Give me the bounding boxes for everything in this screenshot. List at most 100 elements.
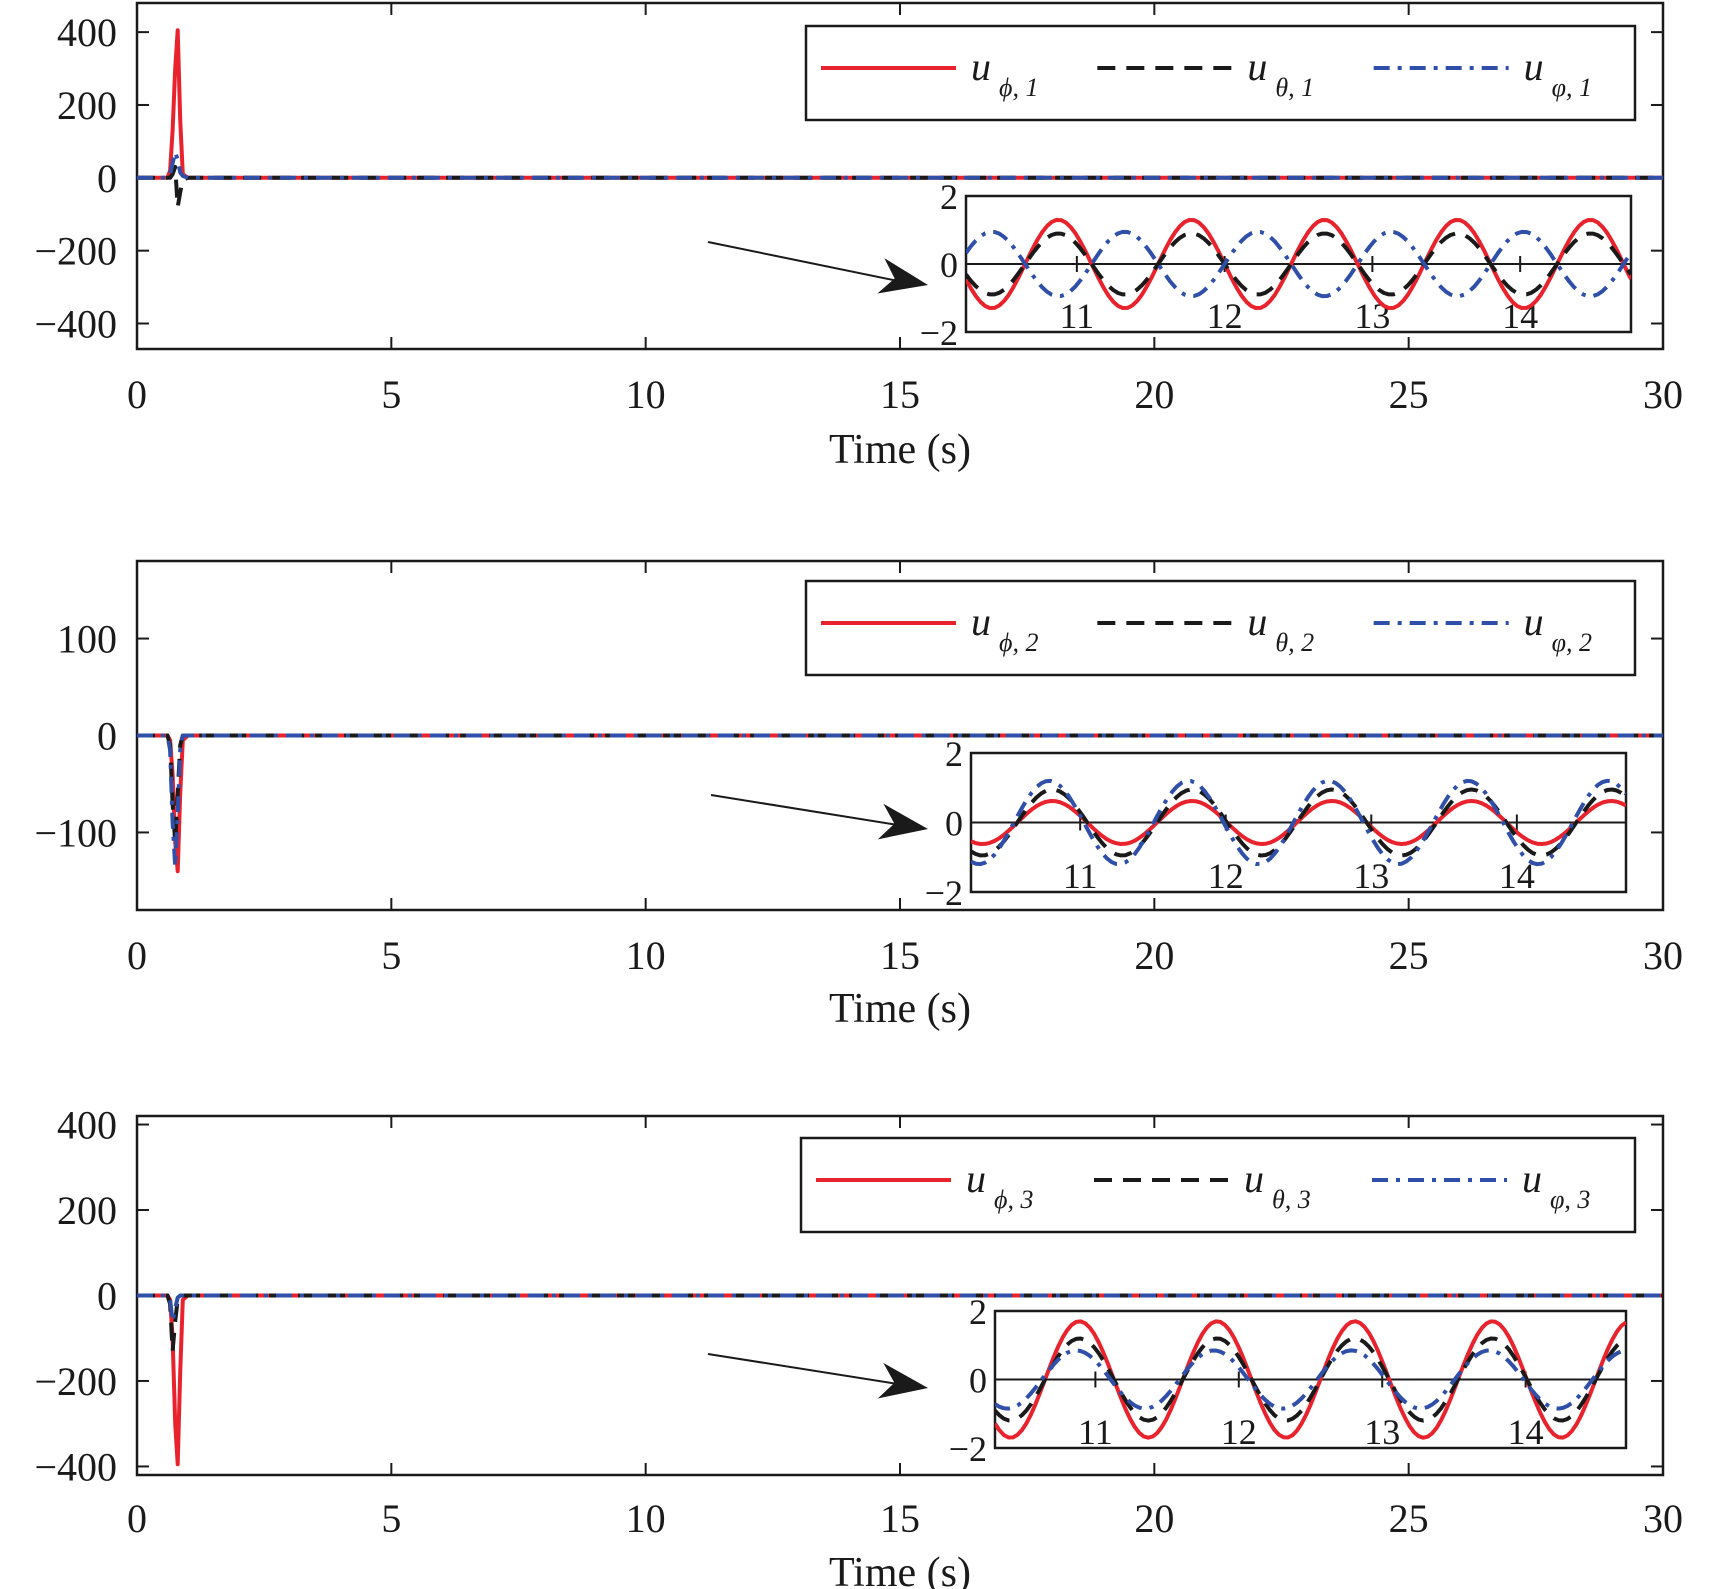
- series-line-3: [137, 1293, 1663, 1324]
- x-tick-label: 25: [1389, 933, 1429, 978]
- series-line-3: [137, 733, 1663, 869]
- y-tick-label: 0: [97, 714, 117, 759]
- inset-y-tick-label: −2: [920, 313, 958, 353]
- x-tick-label: 20: [1134, 933, 1174, 978]
- inset-x-tick-label: 12: [1221, 1412, 1257, 1452]
- x-axis-label: Time (s): [829, 986, 971, 1032]
- legend-label-1: u: [971, 44, 991, 89]
- series-line-3: [137, 150, 1663, 180]
- x-tick-label: 30: [1643, 1496, 1683, 1541]
- series-group: [137, 733, 1663, 874]
- inset-y-tick-label: 0: [940, 245, 958, 285]
- inset-y-tick-label: 2: [969, 1292, 987, 1332]
- y-tick-label: 400: [57, 1103, 117, 1148]
- x-tick-label: 15: [880, 372, 920, 417]
- y-tick-label: 400: [57, 10, 117, 55]
- legend-label-1: u: [966, 1156, 986, 1201]
- inset-series-line-3: [971, 778, 1626, 867]
- inset-x-tick-label: 13: [1353, 856, 1389, 896]
- x-axis-label: Time (s): [829, 1550, 971, 1589]
- legend-box: [799, 1136, 1637, 1234]
- inset-x-tick-label: 14: [1508, 1412, 1544, 1452]
- inset-x-tick-label: 12: [1208, 856, 1244, 896]
- series-group: [137, 1293, 1663, 1467]
- inset-series-line-2: [966, 231, 1631, 297]
- x-tick-label: 30: [1643, 372, 1683, 417]
- legend: u ϕ, 2 u θ, 2 u φ, 2: [804, 579, 1637, 677]
- legend-box: [804, 24, 1637, 122]
- x-tick-label: 10: [626, 933, 666, 978]
- x-tick-label: 20: [1134, 372, 1174, 417]
- x-tick-label: 5: [381, 372, 401, 417]
- inset-series-group: [966, 218, 1631, 310]
- inset-x-tick-label: 12: [1207, 296, 1243, 336]
- inset-series-group: [995, 1319, 1626, 1440]
- legend-label-2: u: [1247, 599, 1267, 644]
- zoom-arrow-head: [877, 1362, 928, 1399]
- inset-y-tick-label: 2: [945, 734, 963, 774]
- zoom-arrow-line: [710, 794, 899, 826]
- y-tick-label: 200: [57, 1188, 117, 1233]
- x-tick-label: 15: [880, 1496, 920, 1541]
- x-tick-label: 5: [381, 1496, 401, 1541]
- x-tick-label: 15: [880, 933, 920, 978]
- x-tick-label: 5: [381, 933, 401, 978]
- legend-subscript-2: θ, 2: [1275, 628, 1314, 657]
- legend-label-2: u: [1247, 44, 1267, 89]
- legend-subscript-2: θ, 3: [1272, 1185, 1311, 1214]
- x-tick-label: 20: [1134, 1496, 1174, 1541]
- legend-subscript-1: ϕ, 1: [999, 73, 1038, 102]
- inset-y-tick-label: −2: [925, 873, 963, 913]
- inset-series-line-2: [995, 1336, 1626, 1423]
- zoom-arrow-line: [707, 1353, 899, 1385]
- x-tick-label: 10: [626, 1496, 666, 1541]
- inset-series-line-3: [995, 1348, 1626, 1411]
- y-tick-label: −200: [34, 1359, 117, 1404]
- legend: u ϕ, 1 u θ, 1 u φ, 1: [804, 24, 1637, 122]
- legend-subscript-1: ϕ, 2: [999, 628, 1038, 657]
- y-tick-label: 0: [97, 156, 117, 201]
- legend-label-3: u: [1522, 1156, 1542, 1201]
- x-tick-label: 25: [1389, 372, 1429, 417]
- inset: 20−2 11 12 13 14: [925, 734, 1628, 913]
- inset: 20−2 11 12 13 14: [920, 177, 1633, 353]
- inset-x-tick-label: 13: [1354, 296, 1390, 336]
- x-tick-label: 30: [1643, 933, 1683, 978]
- inset-y-tick-label: −2: [949, 1429, 987, 1469]
- zoom-arrow-head: [877, 258, 928, 294]
- legend-label-2: u: [1244, 1156, 1264, 1201]
- zoom-arrow-head: [877, 803, 928, 840]
- y-tick-label: 0: [97, 1274, 117, 1319]
- y-tick-label: −100: [34, 810, 117, 855]
- series-group: [137, 28, 1663, 209]
- inset-series-group: [971, 778, 1626, 867]
- legend-subscript-3: φ, 2: [1552, 628, 1592, 657]
- x-tick-label: 0: [127, 933, 147, 978]
- inset: 20−2 11 12 13 14: [949, 1292, 1628, 1469]
- inset-x-tick-label: 11: [1078, 1412, 1113, 1452]
- inset-x-tick-label: 11: [1063, 856, 1098, 896]
- y-tick-label: −200: [34, 229, 117, 274]
- legend-box: [804, 579, 1637, 677]
- legend-subscript-3: φ, 1: [1552, 73, 1592, 102]
- legend: u ϕ, 3 u θ, 3 u φ, 3: [799, 1136, 1637, 1234]
- legend-subscript-3: φ, 3: [1550, 1185, 1590, 1214]
- inset-y-tick-label: 2: [940, 177, 958, 217]
- x-tick-label: 0: [127, 372, 147, 417]
- legend-label-1: u: [971, 599, 991, 644]
- inset-x-tick-label: 13: [1364, 1412, 1400, 1452]
- inset-series-line-1: [966, 218, 1631, 310]
- y-tick-label: 100: [57, 617, 117, 662]
- x-tick-label: 25: [1389, 1496, 1429, 1541]
- inset-series-line-1: [995, 1319, 1626, 1440]
- x-tick-label: 10: [626, 372, 666, 417]
- zoom-arrow-line: [707, 241, 899, 282]
- legend-subscript-1: ϕ, 3: [994, 1185, 1033, 1214]
- y-tick-label: −400: [34, 1444, 117, 1489]
- x-axis-label: Time (s): [829, 427, 971, 473]
- series-line-2: [137, 1293, 1663, 1354]
- legend-label-3: u: [1524, 599, 1544, 644]
